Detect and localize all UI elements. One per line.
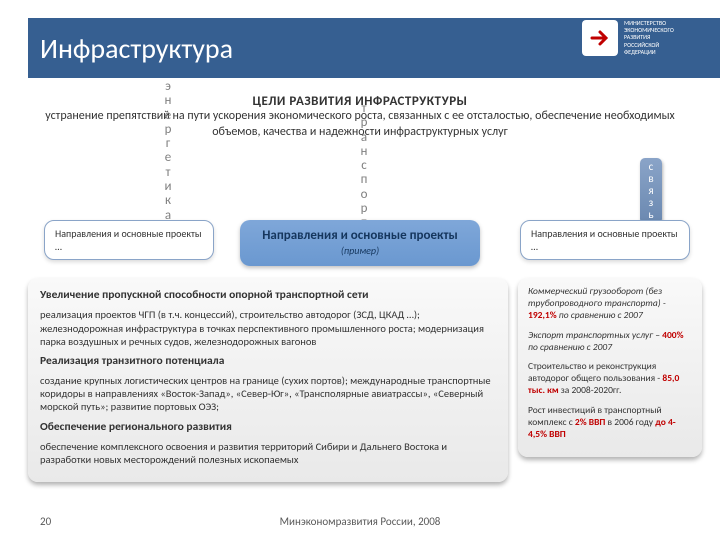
ministry-logo: МИНИСТЕРСТВО ЭКОНОМИЧЕСКОГО РАЗВИТИЯ РОС… bbox=[582, 20, 712, 60]
main-p1: реализация проектов ЧГП (в т.ч. концесси… bbox=[40, 308, 496, 347]
stats-card: Коммерческий грузооборот (без трубопрово… bbox=[518, 278, 702, 457]
stat-text: за 2008-2020гг. bbox=[559, 384, 622, 396]
callout-center-main: Направления и основные bbox=[262, 228, 409, 243]
ministry-line: ФЕДЕРАЦИИ bbox=[624, 49, 674, 56]
main-h3: Обеспечение регионального развития bbox=[40, 420, 496, 434]
main-p3: обеспечение комплексного освоения и разв… bbox=[40, 440, 496, 466]
main-p2: создание крупных логистических центров н… bbox=[40, 374, 496, 413]
stat-text: по сравнению с 2007 bbox=[528, 341, 612, 353]
page-title: Инфраструктура bbox=[40, 31, 233, 66]
stat-text: в 2006 году bbox=[605, 416, 655, 428]
stat-value: 192,1% bbox=[528, 309, 557, 321]
pillar-telecom: связь bbox=[640, 158, 662, 224]
callout-center-note: (пример) bbox=[341, 244, 379, 257]
stat-row: Строительство и реконструкция автодорог … bbox=[528, 361, 692, 397]
stat-row: Рост инвестиций в транспортный комплекс … bbox=[528, 405, 692, 441]
main-h2: Реализация транзитного потенциала bbox=[40, 354, 496, 368]
callout-right: Направления и основные проекты … bbox=[520, 220, 690, 260]
main-card: Увеличение пропускной способности опорно… bbox=[28, 278, 508, 482]
stat-value: 400% bbox=[662, 329, 683, 341]
stat-row: Экспорт транспортных услуг – 400% по сра… bbox=[528, 330, 692, 354]
callout-center: Направления и основные проекты (пример) bbox=[240, 220, 480, 266]
pillar-energy: энергетика bbox=[156, 80, 180, 223]
stat-text: Строительство и реконструкция автодорог … bbox=[528, 360, 662, 384]
callout-center-sub: проекты bbox=[410, 228, 458, 243]
stat-value: 2% ВВП bbox=[575, 416, 606, 428]
arrow-icon bbox=[582, 20, 618, 56]
stat-text: Экспорт транспортных услуг – bbox=[528, 329, 662, 341]
callout-left: Направления и основные проекты … bbox=[44, 220, 214, 260]
footer: 20 Минэкономразвития России, 2008 bbox=[40, 515, 680, 528]
stat-text: по сравнению с 2007 bbox=[557, 309, 643, 321]
pillar-transport: транспорт bbox=[352, 102, 376, 231]
stat-row: Коммерческий грузооборот (без трубопрово… bbox=[528, 286, 692, 322]
main-h1: Увеличение пропускной способности опорно… bbox=[40, 288, 496, 302]
ministry-text: МИНИСТЕРСТВО ЭКОНОМИЧЕСКОГО РАЗВИТИЯ РОС… bbox=[624, 20, 674, 60]
stat-text: Коммерческий грузооборот (без трубопрово… bbox=[528, 285, 666, 309]
header-band: Инфраструктура МИНИСТЕРСТВО ЭКОНОМИЧЕСКО… bbox=[28, 18, 720, 78]
footer-org: Минэкономразвития России, 2008 bbox=[40, 515, 680, 528]
